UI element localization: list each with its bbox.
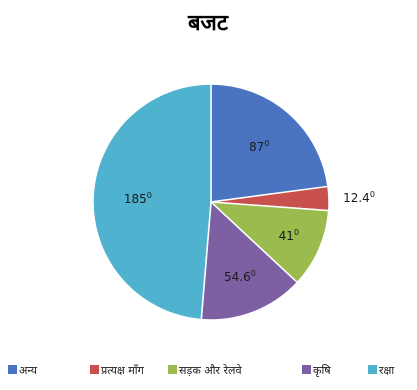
legend-label: अन्य bbox=[19, 364, 38, 377]
slice-label-5: 1850 bbox=[124, 191, 152, 206]
pie-slices bbox=[92, 83, 330, 321]
pie-slice-4 bbox=[200, 200, 299, 321]
legend-item-1: अन्य bbox=[8, 364, 38, 377]
legend-label: सड़क और रेलवे bbox=[179, 364, 242, 377]
slice-label-3: 410 bbox=[279, 228, 299, 243]
legend-item-4: कृषि bbox=[302, 364, 331, 377]
pie-slice-5 bbox=[92, 83, 212, 321]
pie-slice-1 bbox=[210, 83, 329, 203]
slice-label-4: 54.60 bbox=[224, 269, 256, 284]
slice-label-2: 12.40 bbox=[343, 190, 375, 205]
slice-label-1: 870 bbox=[249, 139, 269, 154]
pie-slice-3 bbox=[208, 201, 330, 284]
legend-item-3: सड़क और रेलवे bbox=[168, 364, 242, 377]
legend-label: कृषि bbox=[313, 364, 331, 377]
chart-title: बजट bbox=[187, 11, 229, 36]
legend-swatch bbox=[168, 365, 177, 374]
legend-label: प्रत्यक्ष मॉंग bbox=[101, 364, 145, 377]
legend-item-2: प्रत्यक्ष मॉंग bbox=[90, 364, 145, 377]
legend: अन्य प्रत्यक्ष मॉंग सड़क और रेलवे कृषि रक्षा bbox=[8, 364, 394, 377]
legend-swatch bbox=[302, 365, 311, 374]
legend-label: रक्षा bbox=[379, 364, 394, 377]
legend-swatch bbox=[8, 365, 17, 374]
slice-labels: 870 12.40 410 54.60 1850 bbox=[124, 139, 375, 284]
legend-swatch bbox=[368, 365, 377, 374]
legend-item-5: रक्षा bbox=[368, 364, 394, 377]
legend-swatch bbox=[90, 365, 99, 374]
